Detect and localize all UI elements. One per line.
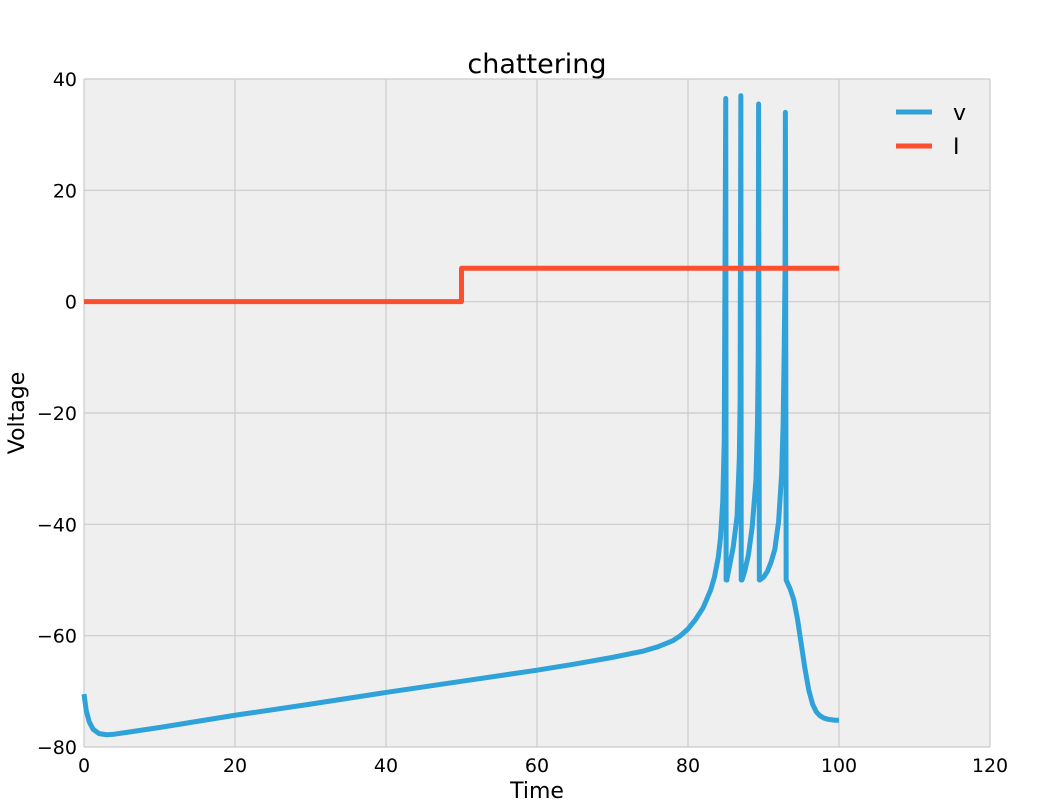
legend-label-I: I — [953, 135, 960, 160]
y-tick-label: 0 — [65, 292, 77, 314]
y-tick-label: −20 — [37, 403, 77, 425]
legend: vI — [896, 101, 966, 160]
y-axis-label: Voltage — [5, 372, 30, 455]
series-v-line — [81, 93, 839, 738]
y-tick-label: −40 — [37, 514, 77, 536]
grid — [83, 78, 991, 748]
chart-title: chattering — [467, 49, 606, 80]
y-tick-label: 40 — [53, 69, 77, 91]
x-tick-label: 60 — [525, 755, 549, 777]
x-tick-label: 20 — [223, 755, 247, 777]
legend-label-v: v — [953, 101, 966, 126]
x-axis-label: Time — [509, 779, 564, 804]
x-tick-label: 40 — [374, 755, 398, 777]
x-tick-label: 80 — [676, 755, 700, 777]
series-I-line — [84, 265, 839, 305]
x-tick-label: 100 — [821, 755, 857, 777]
y-tick-label: −60 — [37, 626, 77, 648]
x-tick-label: 120 — [972, 755, 1008, 777]
y-tick-label: 20 — [53, 180, 77, 202]
y-axis-ticks: −80 −60 −40 −20 0 20 40 — [37, 69, 77, 759]
series-layer — [81, 93, 839, 738]
y-tick-label: −80 — [37, 737, 77, 759]
x-axis-ticks: 0 20 40 60 80 100 120 — [78, 755, 1008, 777]
x-tick-label: 0 — [78, 755, 90, 777]
